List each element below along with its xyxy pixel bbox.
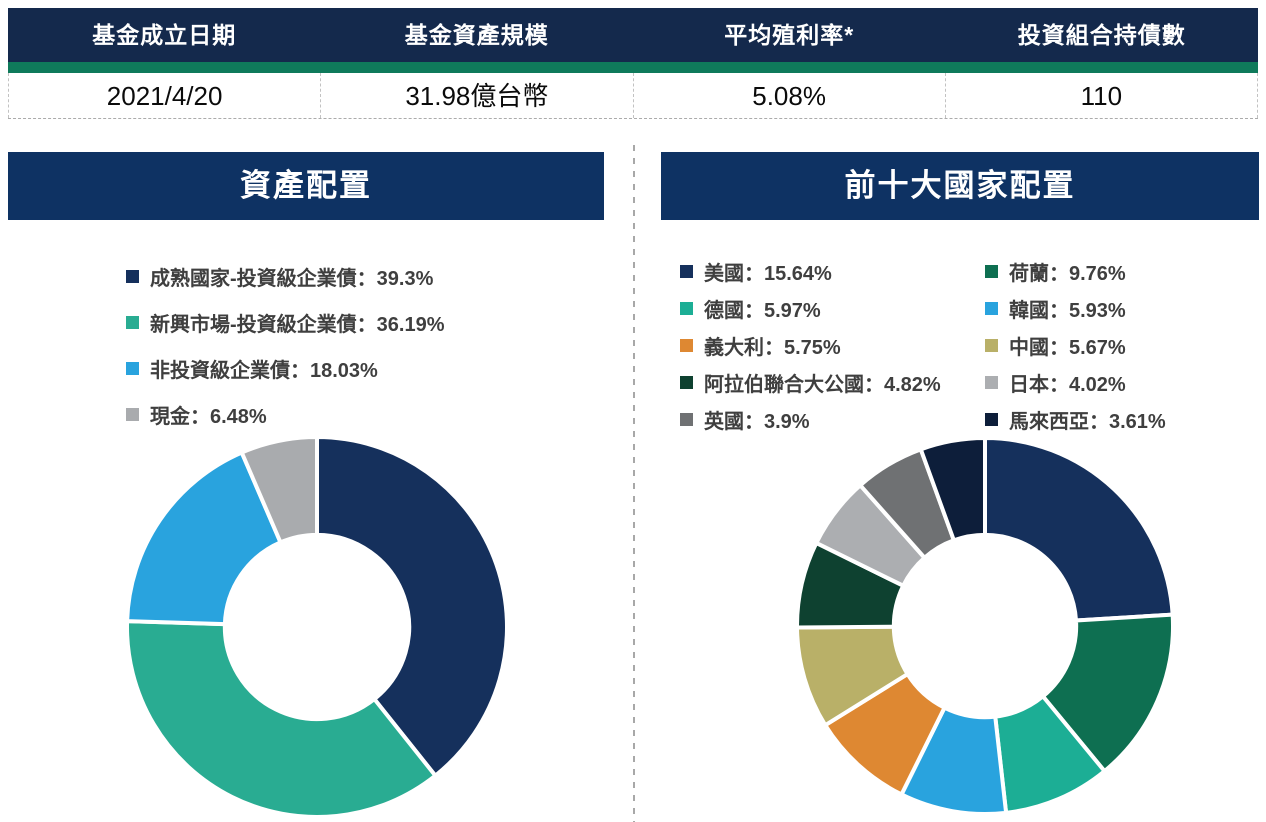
fund-info-value-row: 2021/4/20 31.98億台幣 5.08% 110: [8, 73, 1258, 119]
legend-item: 義大利：5.75%: [680, 327, 985, 364]
legend-label: 義大利：5.75%: [704, 337, 841, 359]
header-fund-size: 基金資產規模: [404, 22, 549, 48]
legend-swatch-icon: [985, 339, 998, 352]
legend-swatch-icon: [985, 302, 998, 315]
donut-slice: [918, 435, 987, 543]
header-inception-date: 基金成立日期: [92, 22, 237, 48]
legend-swatch-icon: [126, 361, 139, 375]
legend-item: 德國：5.97%: [680, 290, 985, 327]
legend-column: 成熟國家-投資級企業債：39.3% 新興市場-投資級企業債：36.19% 非投資級企…: [126, 253, 445, 437]
legend-item: 現金：6.48%: [126, 391, 445, 437]
donut-slice: [125, 449, 284, 627]
legend-swatch-icon: [680, 376, 693, 389]
legend-label: 阿拉伯聯合大公國：4.82%: [704, 374, 941, 396]
legend-label: 中國：5.67%: [1009, 337, 1126, 359]
asset-allocation-panel: 資產配置 成熟國家-投資級企業債：39.3% 新興市場-投資級企業債：36.19%…: [8, 152, 604, 822]
fund-info-header-row: 基金成立日期 基金資產規模 平均殖利率* 投資組合持債數: [8, 8, 1258, 62]
country-allocation-panel: 前十大國家配置 美國：15.64% 德國：5.97% 義大利：5.75% 阿拉伯聯合大…: [661, 152, 1259, 822]
legend-item: 阿拉伯聯合大公國：4.82%: [680, 364, 985, 401]
legend-swatch-icon: [680, 302, 693, 315]
legend-swatch-icon: [680, 265, 693, 278]
legend-item: 中國：5.67%: [985, 327, 1166, 364]
legend-label: 德國：5.97%: [704, 300, 821, 322]
legend-label: 韓國：5.93%: [1009, 300, 1126, 322]
asset-allocation-title: 資產配置: [8, 152, 604, 220]
legend-item: 日本：4.02%: [985, 364, 1166, 401]
header-average-yield: 平均殖利率*: [724, 22, 855, 48]
asset-allocation-donut-svg: [125, 434, 509, 822]
legend-swatch-icon: [680, 339, 693, 352]
legend-swatch-icon: [985, 413, 998, 426]
donut-slice: [315, 434, 509, 779]
legend-label: 成熟國家-投資級企業債：39.3%: [150, 267, 434, 290]
legend-item: 馬來西亞：3.61%: [985, 401, 1166, 438]
legend-swatch-icon: [126, 407, 139, 421]
legend-label: 英國：3.9%: [704, 411, 810, 433]
country-allocation-donut-chart: [686, 435, 1266, 819]
legend-label: 美國：15.64%: [704, 263, 832, 285]
fund-factsheet-page: 基金成立日期 基金資產規模 平均殖利率* 投資組合持債數 2021/4/20 3…: [0, 8, 1266, 822]
legend-item: 非投資級企業債：18.03%: [126, 345, 445, 391]
asset-allocation-donut-chart: [19, 434, 615, 822]
value-average-yield: 5.08%: [634, 73, 946, 118]
value-fund-size: 31.98億台幣: [321, 73, 634, 118]
legend-column: 荷蘭：9.76% 韓國：5.93% 中國：5.67% 日本：4.02% 馬來西亞：3.6…: [985, 253, 1166, 438]
legend-item: 韓國：5.93%: [985, 290, 1166, 327]
legend-item: 英國：3.9%: [680, 401, 985, 438]
donut-slice: [983, 435, 1175, 623]
legend-swatch-icon: [680, 413, 693, 426]
legend-item: 新興市場-投資級企業債：36.19%: [126, 299, 445, 345]
header-holdings-count: 投資組合持債數: [1017, 22, 1186, 48]
legend-column: 美國：15.64% 德國：5.97% 義大利：5.75% 阿拉伯聯合大公國：4.82%…: [680, 253, 985, 438]
legend-item: 美國：15.64%: [680, 253, 985, 290]
green-accent-strip: [8, 62, 1258, 73]
legend-item: 成熟國家-投資級企業債：39.3%: [126, 253, 445, 299]
legend-label: 日本：4.02%: [1009, 374, 1126, 396]
legend-swatch-icon: [126, 315, 139, 329]
donut-slice: [125, 619, 439, 819]
donut-slice: [1040, 612, 1175, 774]
legend-swatch-icon: [126, 269, 139, 283]
value-inception-date: 2021/4/20: [8, 73, 322, 118]
donut-slice: [239, 434, 319, 546]
legend-swatch-icon: [985, 265, 998, 278]
value-holdings-count: 110: [946, 73, 1258, 118]
fund-info-table: 基金成立日期 基金資產規模 平均殖利率* 投資組合持債數 2021/4/20 3…: [8, 8, 1258, 119]
chart-panels: 資產配置 成熟國家-投資級企業債：39.3% 新興市場-投資級企業債：36.19%…: [0, 145, 1266, 822]
panel-divider-dashed-line: [633, 145, 635, 822]
asset-allocation-legend: 成熟國家-投資級企業債：39.3% 新興市場-投資級企業債：36.19% 非投資級企…: [126, 253, 604, 437]
country-allocation-title: 前十大國家配置: [661, 152, 1259, 220]
legend-label: 馬來西亞：3.61%: [1009, 411, 1166, 433]
country-allocation-legend: 美國：15.64% 德國：5.97% 義大利：5.75% 阿拉伯聯合大公國：4.82%…: [680, 253, 1259, 438]
legend-item: 荷蘭：9.76%: [985, 253, 1166, 290]
country-allocation-donut-svg: [794, 435, 1175, 819]
legend-label: 荷蘭：9.76%: [1009, 263, 1126, 285]
legend-label: 新興市場-投資級企業債：36.19%: [150, 313, 445, 336]
legend-swatch-icon: [985, 376, 998, 389]
legend-label: 現金：6.48%: [150, 405, 267, 428]
legend-label: 非投資級企業債：18.03%: [150, 359, 378, 382]
